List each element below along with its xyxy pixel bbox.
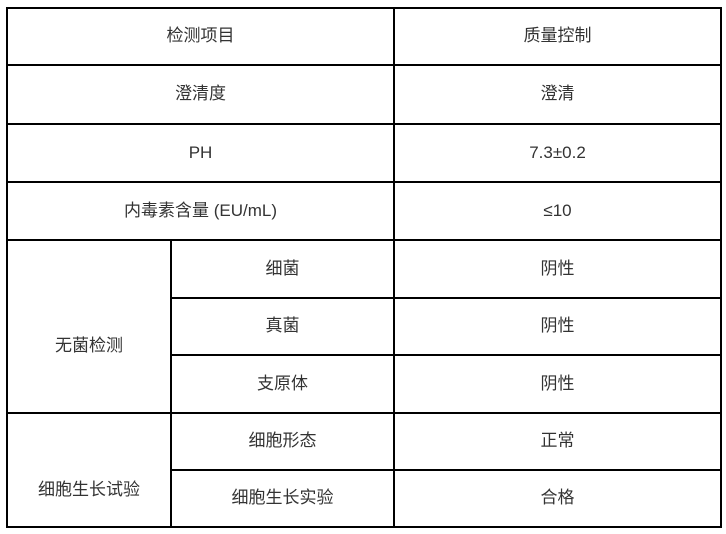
value-cell-bacteria: 阴性 <box>393 239 722 299</box>
value-cell-growth-test: 合格 <box>393 469 722 528</box>
header-cell-value: 质量控制 <box>393 7 722 66</box>
table-row: PH 7.3±0.2 <box>6 123 722 183</box>
value-cell-morphology: 正常 <box>393 412 722 471</box>
item-cell-ph: PH <box>6 123 395 183</box>
group-cell-cell-growth: 细胞生长试验 <box>6 412 172 528</box>
header-cell-item: 检测项目 <box>6 7 395 66</box>
table-row: 澄清度 澄清 <box>6 64 722 125</box>
table-row: 无菌检测 细菌 阴性 <box>6 239 722 414</box>
table-row: 细胞生长实验 合格 <box>7 469 722 528</box>
value-cell-endotoxin: ≤10 <box>393 181 722 241</box>
subitem-cell-mycoplasma: 支原体 <box>170 354 395 414</box>
table-row: 真菌 阴性 <box>7 297 722 356</box>
subitem-cell-growth-test: 细胞生长实验 <box>170 469 395 528</box>
item-cell-clarity: 澄清度 <box>6 64 395 125</box>
subitem-cell-fungi: 真菌 <box>170 297 395 356</box>
subitem-cell-bacteria: 细菌 <box>170 239 395 299</box>
item-cell-endotoxin: 内毒素含量 (EU/mL) <box>6 181 395 241</box>
quality-control-table: 检测项目 质量控制 澄清度 澄清 PH 7.3±0.2 内毒素含量 (EU/mL… <box>6 7 722 528</box>
value-cell-mycoplasma: 阴性 <box>393 354 722 414</box>
table-row: 检测项目 质量控制 <box>6 7 722 66</box>
value-cell-ph: 7.3±0.2 <box>393 123 722 183</box>
value-cell-fungi: 阴性 <box>393 297 722 356</box>
table-row: 细胞生长试验 细胞形态 正常 <box>6 412 722 528</box>
table-row: 支原体 阴性 <box>7 354 722 414</box>
subitem-cell-morphology: 细胞形态 <box>170 412 395 471</box>
table-row: 内毒素含量 (EU/mL) ≤10 <box>6 181 722 241</box>
group-cell-sterility: 无菌检测 <box>6 239 172 414</box>
value-cell-clarity: 澄清 <box>393 64 722 125</box>
